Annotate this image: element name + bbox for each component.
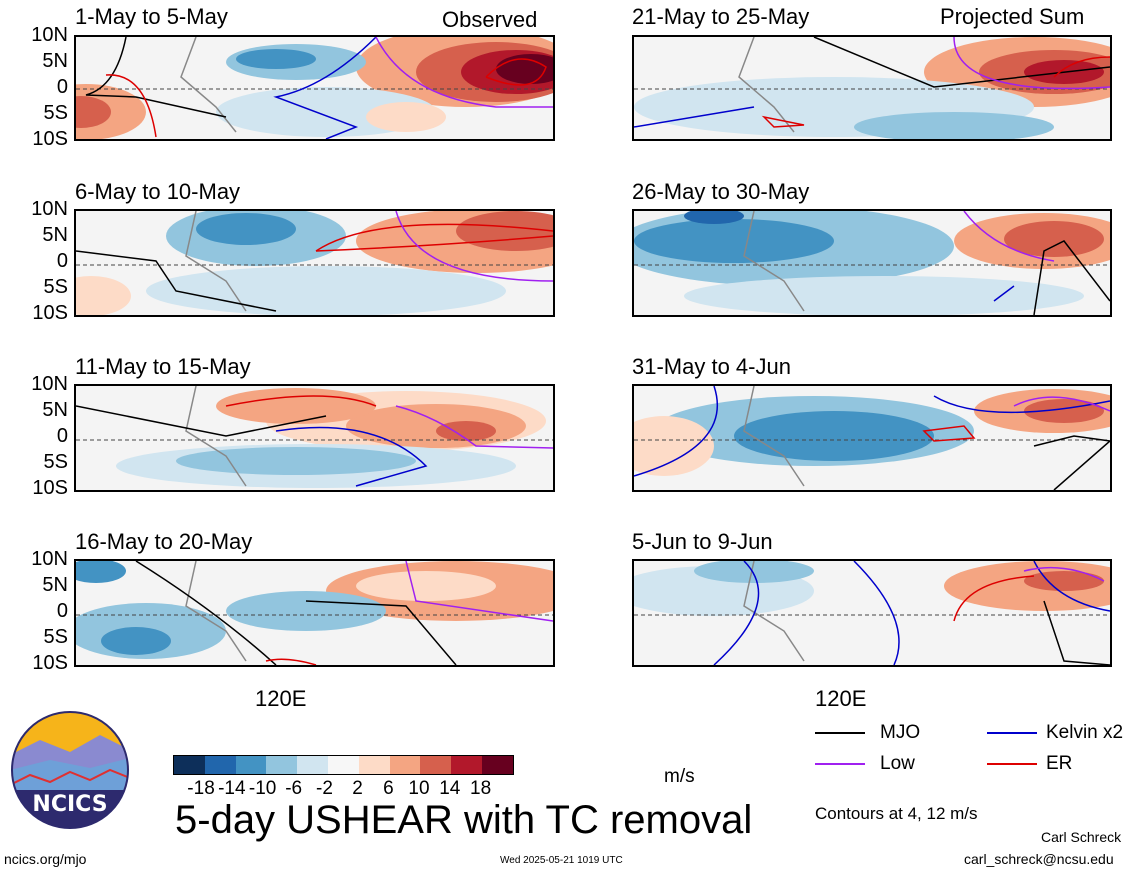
- panel-title: 26-May to 30-May: [632, 179, 810, 204]
- colorbar-units: m/s: [664, 766, 695, 787]
- y-tick-label: 5S: [43, 626, 68, 648]
- y-tick-label: 5N: [42, 399, 68, 421]
- colorbar-tick-label: -10: [248, 778, 277, 799]
- colorbar-tick-label: -2: [316, 778, 333, 799]
- author-email[interactable]: carl_schreck@ncsu.edu: [964, 851, 1114, 867]
- colorbar-swatch: [327, 756, 359, 774]
- colorbar-swatch: [297, 756, 328, 774]
- timestamp: Wed 2025-05-21 1019 UTC: [500, 855, 623, 866]
- legend-label-kelvin: Kelvin x2: [1046, 722, 1124, 743]
- source-url[interactable]: ncics.org/mjo: [4, 851, 87, 867]
- colorbar-tick-label: 14: [439, 778, 461, 799]
- logo-text: NCICS: [32, 792, 108, 817]
- legend-swatch-low: [815, 763, 865, 765]
- panel-title: 11-May to 15-May: [75, 354, 251, 379]
- map-right-3: [632, 384, 1112, 492]
- panel-title: 5-Jun to 9-Jun: [632, 529, 773, 554]
- colorbar-swatch: [204, 756, 236, 774]
- colorbar-tick-label: 6: [383, 778, 394, 799]
- map-right-2: [632, 209, 1112, 317]
- y-tick-label: 10N: [31, 548, 68, 570]
- colorbar-swatch: [481, 756, 513, 774]
- panel-title: 1-May to 5-May: [75, 4, 228, 29]
- legend-label-low: Low: [880, 753, 915, 774]
- colorbar-tick-label: -18: [187, 778, 215, 799]
- colorbar-tick-label: -6: [285, 778, 303, 799]
- y-tick-label: 10S: [32, 477, 68, 499]
- colorbar-swatch: [235, 756, 267, 774]
- y-tick-label: 10N: [31, 198, 68, 220]
- main-title: 5-day USHEAR with TC removal: [175, 798, 753, 842]
- y-tick-label: 5S: [43, 276, 68, 298]
- y-tick-label: 5N: [42, 50, 68, 72]
- x-axis-label-right: 120E: [815, 686, 867, 711]
- y-tick-label: 10S: [32, 302, 68, 324]
- map-right-1: [632, 35, 1112, 141]
- y-tick-label: 0: [56, 425, 68, 447]
- y-tick-label: 10N: [31, 24, 68, 46]
- y-tick-label: 10N: [31, 373, 68, 395]
- map-right-4: [632, 559, 1112, 667]
- panel-title: 16-May to 20-May: [75, 529, 253, 554]
- y-tick-label: 5S: [43, 451, 68, 473]
- panel-label-projected: Projected Sum: [940, 4, 1085, 29]
- colorbar-swatch: [451, 756, 482, 774]
- legend-swatch-mjo: [815, 732, 865, 734]
- legend-label-er: ER: [1046, 753, 1073, 774]
- colorbar: [173, 755, 514, 775]
- colorbar-swatch: [420, 756, 452, 774]
- map-left-3: [74, 384, 555, 492]
- panel-title: 31-May to 4-Jun: [632, 354, 791, 379]
- x-axis-label-left: 120E: [255, 686, 307, 711]
- colorbar-tick-label: 10: [408, 778, 430, 799]
- y-tick-label: 0: [56, 76, 68, 98]
- panel-label-observed: Observed: [442, 7, 538, 32]
- y-tick-label: 10S: [32, 652, 68, 674]
- y-tick-label: 0: [56, 600, 68, 622]
- y-tick-label: 5N: [42, 224, 68, 246]
- y-tick-label: 5S: [43, 102, 68, 124]
- contours-note: Contours at 4, 12 m/s: [815, 804, 978, 823]
- author-name: Carl Schreck: [1041, 829, 1122, 845]
- map-left-1: [74, 35, 555, 141]
- map-left-4: [74, 559, 555, 667]
- colorbar-swatch: [266, 756, 298, 774]
- map-left-2: [74, 209, 555, 317]
- y-tick-label: 0: [56, 250, 68, 272]
- y-tick-label: 5N: [42, 574, 68, 596]
- colorbar-swatch: [174, 756, 205, 774]
- panel-title: 21-May to 25-May: [632, 4, 810, 29]
- colorbar-tick-label: 2: [352, 778, 363, 799]
- panel-title: 6-May to 10-May: [75, 179, 241, 204]
- legend-swatch-er: [987, 763, 1037, 765]
- legend-swatch-kelvin: [987, 732, 1037, 734]
- colorbar-tick-label: 18: [470, 778, 492, 799]
- ncics-logo: NCICS: [10, 710, 130, 830]
- colorbar-tick-label: -14: [218, 778, 246, 799]
- colorbar-swatch: [358, 756, 390, 774]
- y-tick-label: 10S: [32, 128, 68, 150]
- legend-label-mjo: MJO: [880, 722, 921, 743]
- colorbar-swatch: [389, 756, 421, 774]
